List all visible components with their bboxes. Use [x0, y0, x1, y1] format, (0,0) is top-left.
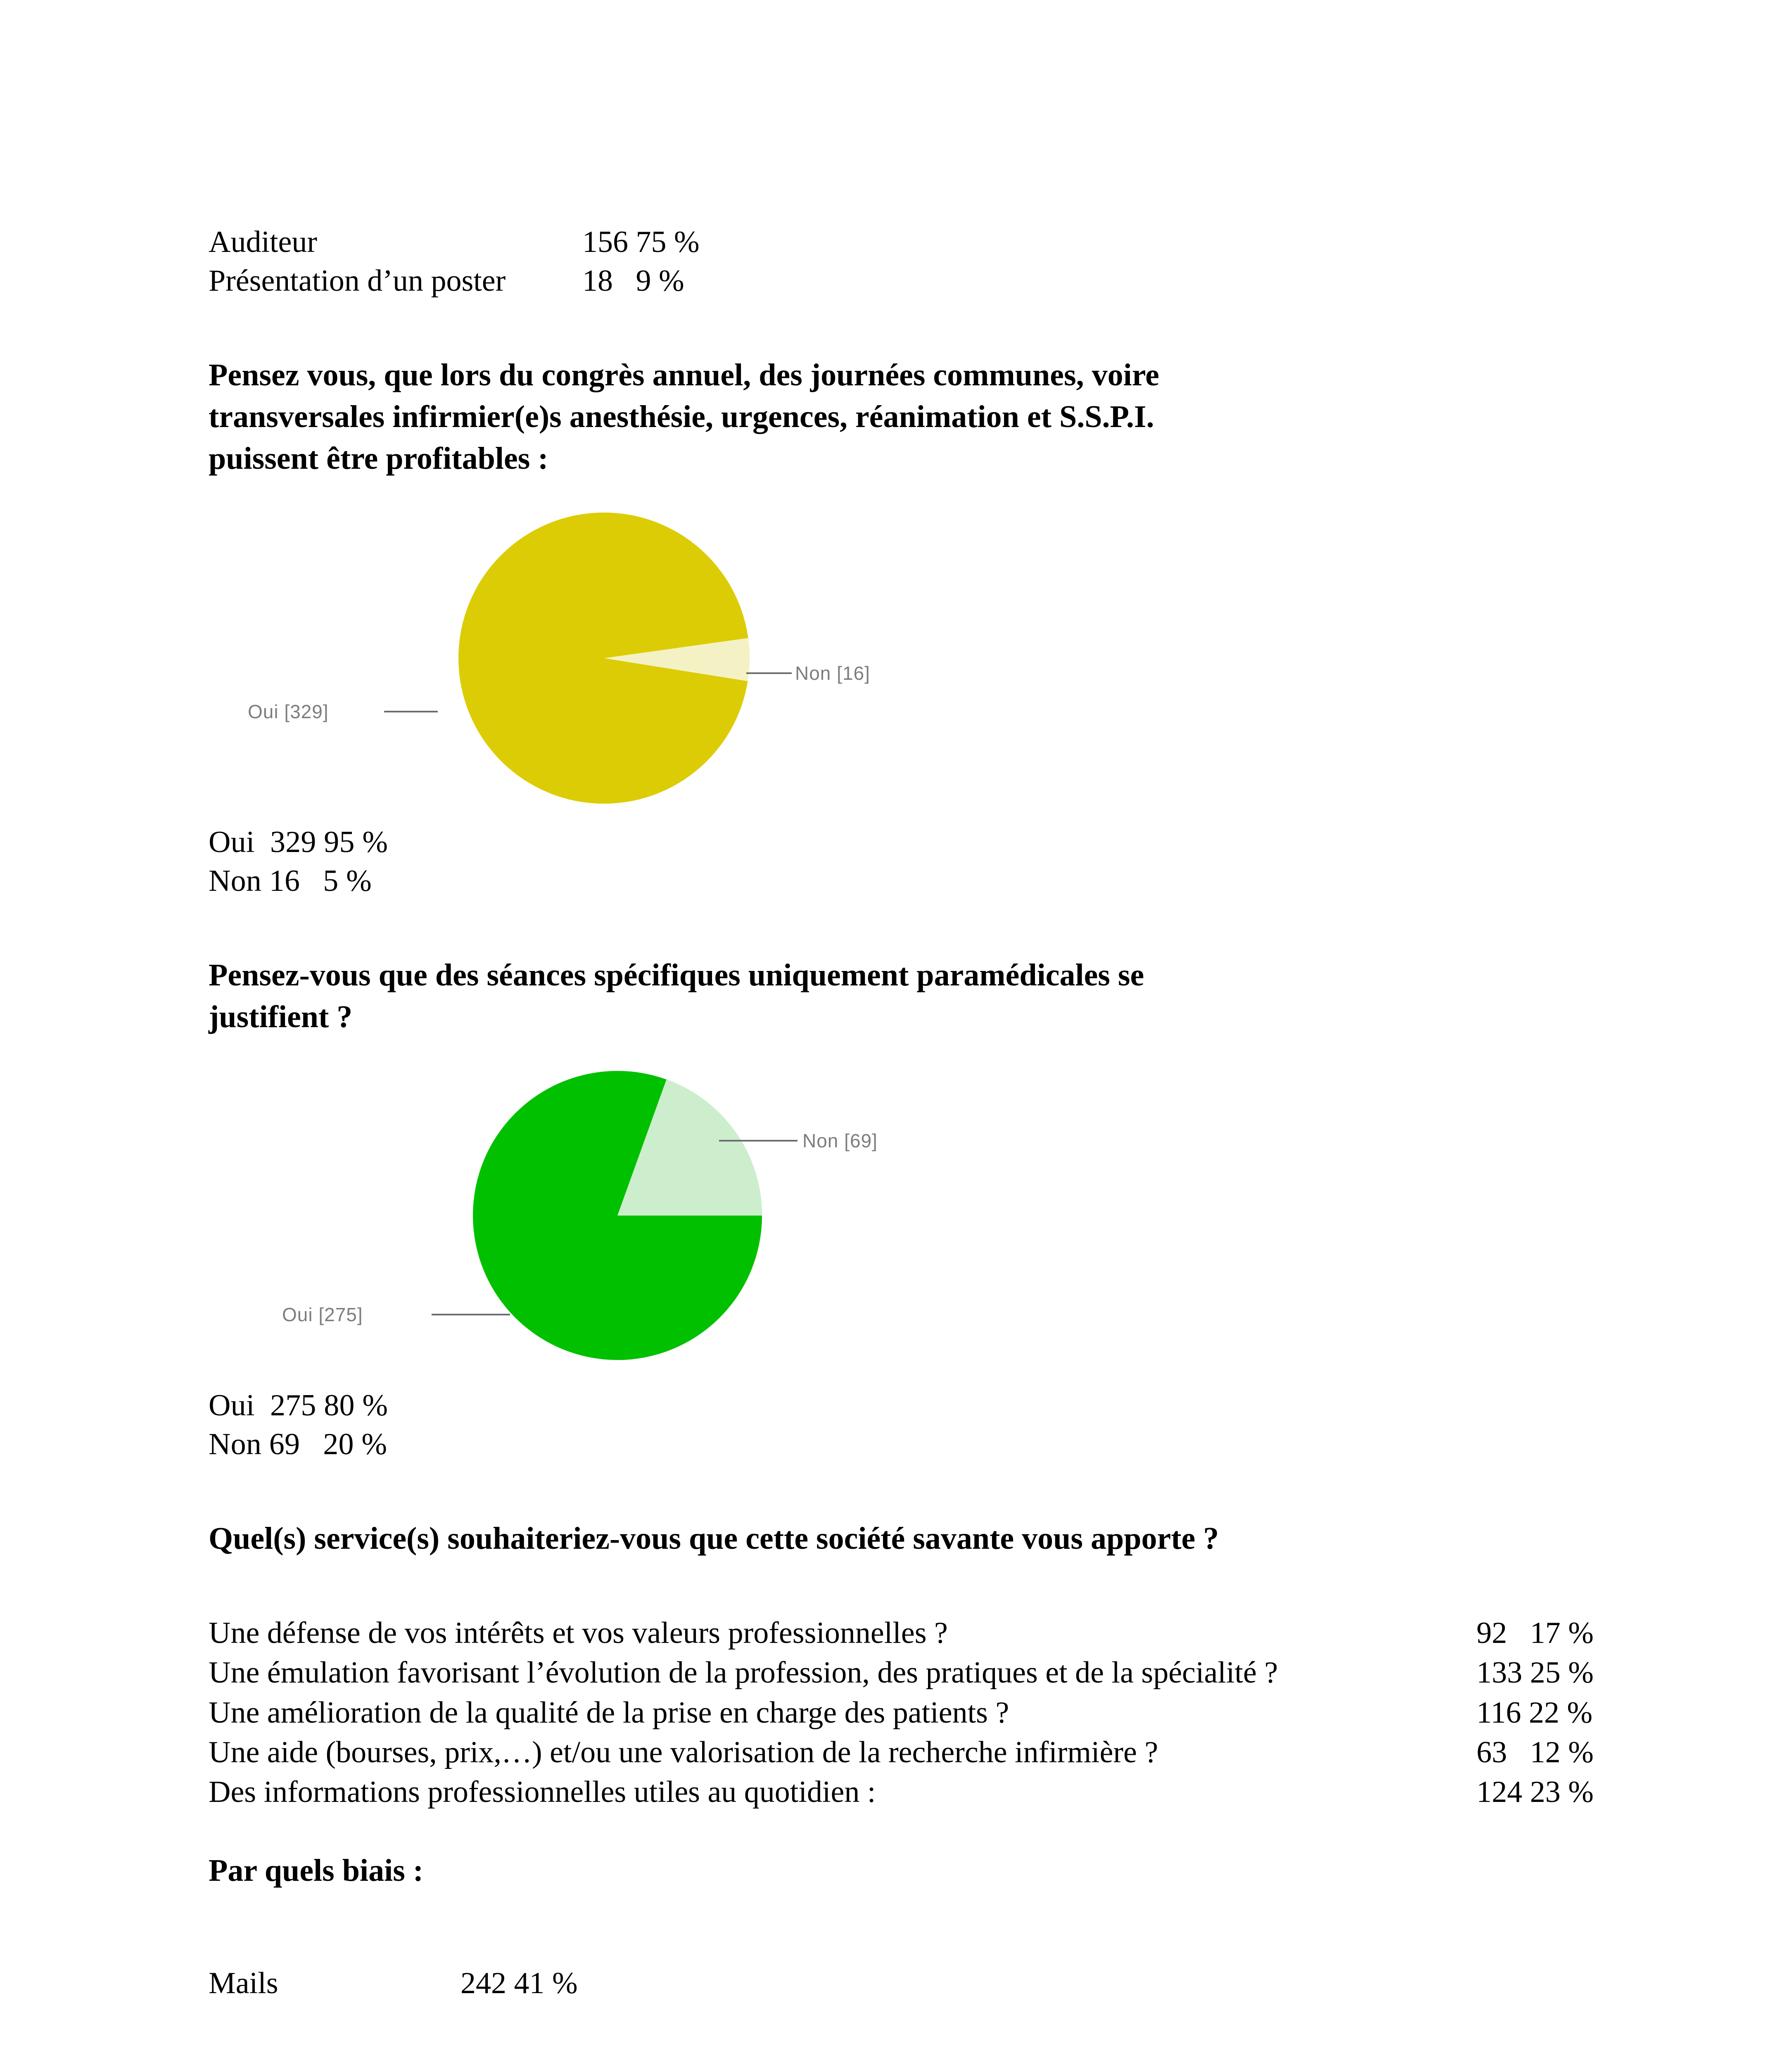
- pie-label-non: Non [16]: [795, 662, 870, 684]
- pie-chart-2: Non [69] Oui [275]: [209, 1063, 1613, 1368]
- row-label: Auditeur: [209, 225, 318, 259]
- table-row: Une aide (bourses, prix,…) et/ou une val…: [209, 1733, 1613, 1772]
- services-table: Une défense de vos intérêts et vos valeu…: [209, 1613, 1613, 1812]
- heading-line: puissent être profitables :: [209, 441, 548, 476]
- table-row: Des informations professionnelles utiles…: [209, 1772, 1613, 1812]
- row-value: 63 12 %: [1476, 1735, 1594, 1769]
- table-row: Présentation d’un poster 18 9 %: [209, 262, 1613, 301]
- top-rows-block: Auditeur 156 75 % Présentation d’un post…: [209, 223, 1613, 301]
- pie-chart-1: Non [16] Oui [329]: [209, 504, 1613, 806]
- table-row: Auditeur 156 75 %: [209, 223, 1613, 262]
- result-line: Oui 275 80 %: [209, 1389, 388, 1423]
- table-row: Une défense de vos intérêts et vos valeu…: [209, 1613, 1613, 1653]
- table-row: Une amélioration de la qualité de la pri…: [209, 1693, 1613, 1733]
- row-value: 133 25 %: [1476, 1656, 1594, 1690]
- leader-line-non: [719, 1140, 797, 1142]
- result-line: Oui 329 95 %: [209, 825, 388, 859]
- page-content: Auditeur 156 75 % Présentation d’un post…: [209, 0, 1613, 2003]
- question-1-results: Oui 329 95 % Non 16 5 %: [209, 823, 1613, 901]
- question-2-results: Oui 275 80 % Non 69 20 %: [209, 1386, 1613, 1464]
- result-line: Non 69 20 %: [209, 1427, 387, 1462]
- table-row: Une émulation favorisant l’évolution de …: [209, 1653, 1613, 1692]
- row-value: 92 17 %: [1476, 1616, 1594, 1650]
- row-value: 242 41 %: [460, 1966, 578, 2001]
- question-4-heading: Par quels biais :: [209, 1853, 424, 1888]
- result-line: Non 16 5 %: [209, 864, 372, 898]
- row-value: 124 23 %: [1476, 1775, 1594, 1809]
- question-3-heading: Quel(s) service(s) souhaiteriez-vous que…: [209, 1521, 1219, 1556]
- pie-label-oui: Oui [329]: [248, 701, 329, 723]
- leader-line-non: [746, 672, 792, 674]
- row-value: 116 22 %: [1476, 1695, 1593, 1730]
- pie-label-non: Non [69]: [802, 1130, 878, 1152]
- row-label: Une aide (bourses, prix,…) et/ou une val…: [209, 1735, 1158, 1769]
- row-label: Mails: [209, 1966, 278, 2001]
- pie-label-oui: Oui [275]: [282, 1304, 363, 1326]
- heading-line: transversales infirmier(e)s anesthésie, …: [209, 399, 1154, 434]
- table-row: Mails 242 41 %: [209, 1964, 1613, 2003]
- row-label: Une défense de vos intérêts et vos valeu…: [209, 1616, 948, 1650]
- heading-line: justifient ?: [209, 999, 353, 1035]
- row-label: Présentation d’un poster: [209, 263, 506, 298]
- leader-line-oui: [432, 1314, 510, 1316]
- question-1-heading: Pensez vous, que lors du congrès annuel,…: [209, 354, 1613, 479]
- row-label: Une amélioration de la qualité de la pri…: [209, 1695, 1009, 1730]
- row-value: 156 75 %: [582, 225, 700, 259]
- heading-line: Pensez-vous que des séances spécifiques …: [209, 958, 1144, 993]
- question-2-heading: Pensez-vous que des séances spécifiques …: [209, 954, 1613, 1038]
- row-value: 18 9 %: [582, 263, 684, 298]
- row-label: Des informations professionnelles utiles…: [209, 1775, 876, 1809]
- heading-line: Pensez vous, que lors du congrès annuel,…: [209, 357, 1159, 392]
- leader-line-oui: [384, 711, 438, 713]
- row-label: Une émulation favorisant l’évolution de …: [209, 1656, 1278, 1690]
